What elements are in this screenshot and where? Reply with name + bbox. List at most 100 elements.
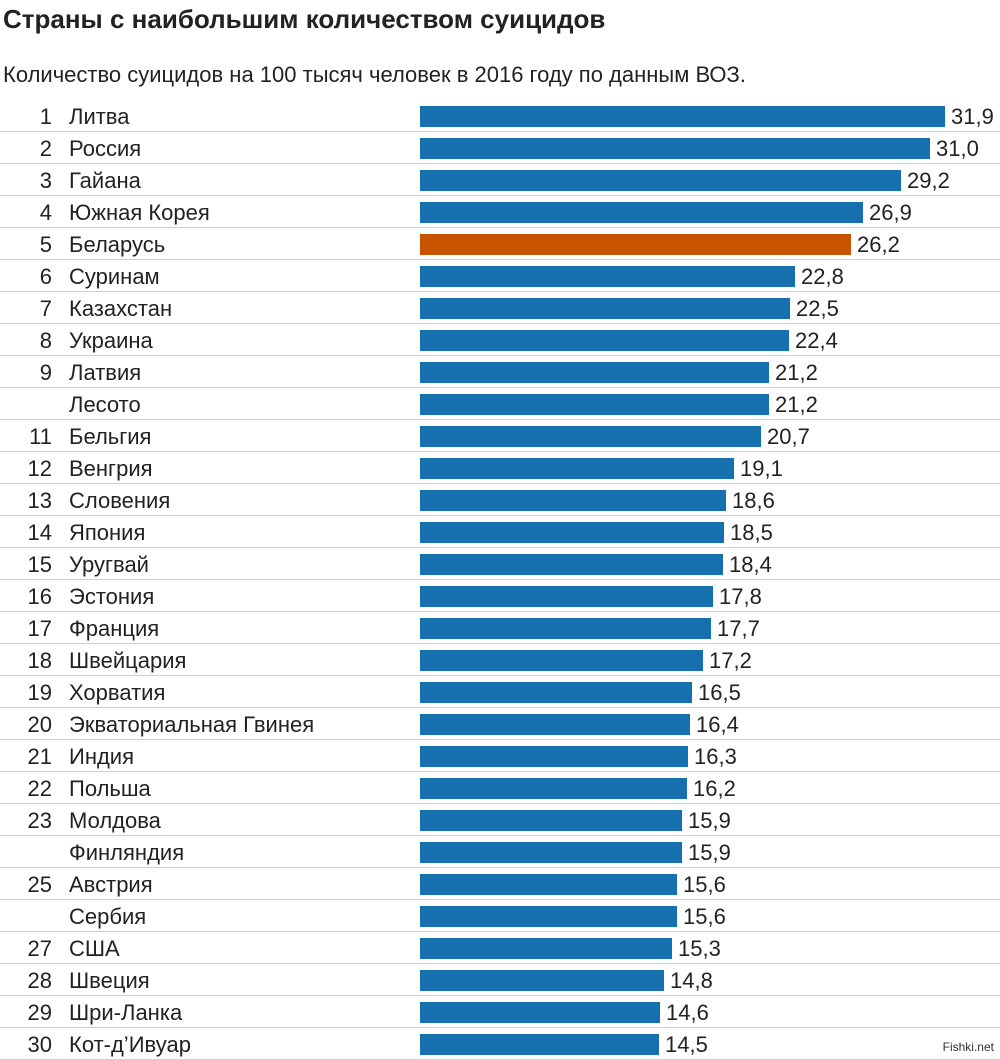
value-label: 21,2 — [775, 392, 818, 417]
rank-label: 30 — [27, 1032, 52, 1057]
rank-label: 29 — [27, 1000, 52, 1025]
bar — [420, 106, 945, 127]
country-label: Шри-Ланка — [69, 1000, 183, 1025]
table-row: 4 Южная Корея 26,9 — [0, 196, 1000, 228]
bar — [420, 298, 790, 319]
country-label: США — [69, 936, 120, 961]
rank-label: 12 — [27, 456, 52, 481]
rank-label: 16 — [27, 584, 52, 609]
value-label: 22,5 — [796, 296, 839, 321]
table-row: 9 Латвия 21,2 — [0, 356, 1000, 388]
country-label: Литва — [69, 104, 130, 129]
rank-label: 18 — [27, 648, 52, 673]
table-row: 14 Япония 18,5 — [0, 516, 1000, 548]
table-row: 17 Франция 17,7 — [0, 612, 1000, 644]
country-label: Эстония — [69, 584, 155, 609]
rank-label: 23 — [27, 808, 52, 833]
table-row: 2 Россия 31,0 — [0, 132, 1000, 164]
country-label: Бельгия — [69, 424, 152, 449]
country-label: Индия — [69, 744, 135, 769]
value-label: 17,7 — [717, 616, 760, 641]
bar — [420, 202, 863, 223]
value-label: 22,4 — [795, 328, 838, 353]
rank-label: 5 — [39, 232, 52, 257]
value-label: 18,4 — [729, 552, 772, 577]
bar — [420, 554, 723, 575]
bar — [420, 810, 682, 831]
chart-subtitle: Количество суицидов на 100 тысяч человек… — [3, 62, 746, 87]
rank-label: 14 — [27, 520, 52, 545]
table-row: 22 Польша 16,2 — [0, 772, 1000, 804]
value-label: 15,9 — [688, 840, 731, 865]
country-label: Гайана — [69, 168, 141, 193]
table-row: 1 Литва 31,9 — [0, 100, 1000, 132]
country-label: Экваториальная Гвинея — [69, 712, 315, 737]
bar — [420, 842, 682, 863]
value-label: 14,6 — [666, 1000, 709, 1025]
rank-label: 4 — [39, 200, 52, 225]
rank-label: 11 — [29, 424, 52, 449]
table-row: 18 Швейцария 17,2 — [0, 644, 1000, 676]
country-label: Южная Корея — [69, 200, 210, 225]
value-label: 17,2 — [709, 648, 752, 673]
bar — [420, 266, 795, 287]
table-row: 20 Экваториальная Гвинея 16,4 — [0, 708, 1000, 740]
value-label: 17,8 — [719, 584, 762, 609]
table-row: 12 Венгрия 19,1 — [0, 452, 1000, 484]
rank-label: 20 — [27, 712, 52, 737]
bar — [420, 586, 713, 607]
table-row: Лесото 21,2 — [0, 388, 1000, 420]
value-label: 31,9 — [951, 104, 994, 129]
country-label: Венгрия — [69, 456, 153, 481]
bar — [420, 682, 692, 703]
bar — [420, 1034, 659, 1055]
rank-label: 1 — [39, 104, 52, 129]
bar — [420, 650, 703, 671]
table-row: 16 Эстония 17,8 — [0, 580, 1000, 612]
bar — [420, 906, 677, 927]
value-label: 29,2 — [907, 168, 950, 193]
table-row: 15 Уругвай 18,4 — [0, 548, 1000, 580]
country-label: Польша — [69, 776, 151, 801]
rank-label: 6 — [39, 264, 52, 289]
country-label: Финляндия — [69, 840, 185, 865]
rank-label: 2 — [39, 136, 52, 161]
watermark: Fishki.net — [942, 1040, 994, 1054]
rank-label: 27 — [27, 936, 52, 961]
table-row: 25 Австрия 15,6 — [0, 868, 1000, 900]
country-label: Кот-д’Ивуар — [69, 1032, 191, 1057]
value-label: 16,2 — [693, 776, 736, 801]
table-row: 27 США 15,3 — [0, 932, 1000, 964]
country-label: Франция — [69, 616, 160, 641]
table-row: Финляндия 15,9 — [0, 836, 1000, 868]
rank-label: 9 — [39, 360, 52, 385]
bar — [420, 1002, 660, 1023]
bar — [420, 522, 724, 543]
value-label: 16,3 — [694, 744, 737, 769]
value-label: 14,5 — [665, 1032, 708, 1057]
value-label: 18,6 — [732, 488, 775, 513]
bar — [420, 138, 930, 159]
bar — [420, 170, 901, 191]
rank-label: 3 — [39, 168, 52, 193]
country-label: Япония — [69, 520, 146, 545]
country-label: Украина — [69, 328, 153, 353]
country-label: Швеция — [69, 968, 150, 993]
bar — [420, 618, 711, 639]
value-label: 15,6 — [683, 872, 726, 897]
bar — [420, 490, 726, 511]
value-label: 20,7 — [767, 424, 810, 449]
table-row: 19 Хорватия 16,5 — [0, 676, 1000, 708]
table-row: 7 Казахстан 22,5 — [0, 292, 1000, 324]
country-label: Молдова — [69, 808, 161, 833]
rank-label: 22 — [27, 776, 52, 801]
value-label: 14,8 — [670, 968, 713, 993]
value-label: 18,5 — [730, 520, 773, 545]
country-label: Лесото — [69, 392, 141, 417]
value-label: 15,9 — [688, 808, 731, 833]
bar — [420, 394, 769, 415]
rank-label: 8 — [39, 328, 52, 353]
table-row: 30 Кот-д’Ивуар 14,5 — [0, 1028, 1000, 1060]
table-row: 3 Гайана 29,2 — [0, 164, 1000, 196]
chart-title: Страны с наибольшим количеством суицидов — [3, 4, 606, 34]
